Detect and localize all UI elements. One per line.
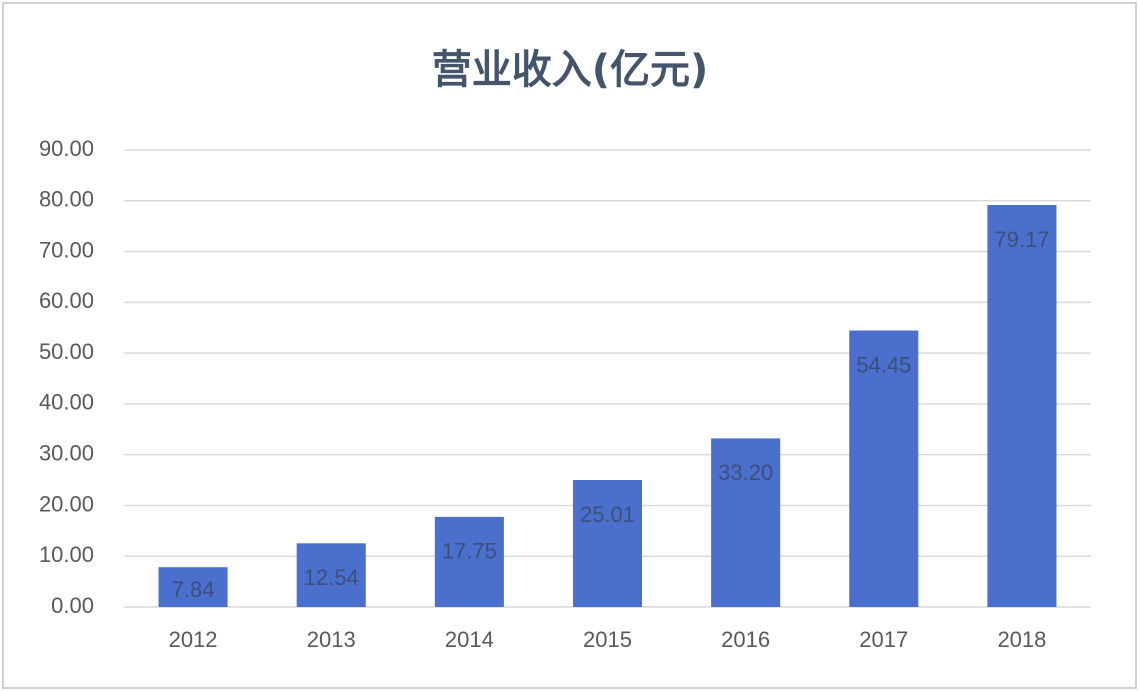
x-tick-label: 2016 bbox=[721, 627, 770, 652]
value-label: 54.45 bbox=[856, 352, 911, 377]
bar bbox=[987, 204, 1057, 607]
value-label: 33.20 bbox=[718, 460, 773, 485]
y-tick-label: 30.00 bbox=[39, 440, 94, 465]
value-label: 25.01 bbox=[580, 502, 635, 527]
bar bbox=[572, 480, 643, 607]
bar bbox=[849, 330, 919, 607]
y-tick-label: 50.00 bbox=[39, 339, 94, 364]
chart-title: 营业收入(亿元) bbox=[432, 47, 709, 93]
x-tick-label: 2015 bbox=[583, 627, 632, 652]
bar bbox=[434, 516, 504, 607]
y-tick-label: 60.00 bbox=[39, 288, 94, 313]
bar bbox=[158, 567, 228, 607]
y-tick-label: 90.00 bbox=[39, 136, 94, 161]
x-tick-label: 2014 bbox=[445, 627, 494, 652]
x-tick-label: 2017 bbox=[859, 627, 908, 652]
value-label: 12.54 bbox=[304, 565, 359, 590]
y-tick-label: 80.00 bbox=[39, 187, 94, 212]
y-tick-label: 0.00 bbox=[51, 593, 94, 618]
value-label: 7.84 bbox=[172, 577, 215, 602]
y-tick-label: 10.00 bbox=[39, 542, 94, 567]
y-tick-label: 70.00 bbox=[39, 237, 94, 262]
y-tick-label: 40.00 bbox=[39, 390, 94, 415]
y-tick-label: 20.00 bbox=[39, 491, 94, 516]
x-tick-label: 2018 bbox=[997, 627, 1046, 652]
x-tick-label: 2013 bbox=[307, 627, 356, 652]
bar bbox=[296, 543, 366, 607]
x-tick-label: 2012 bbox=[169, 627, 218, 652]
value-label: 17.75 bbox=[442, 539, 497, 564]
value-label: 79.17 bbox=[994, 227, 1049, 252]
bar bbox=[711, 438, 781, 607]
